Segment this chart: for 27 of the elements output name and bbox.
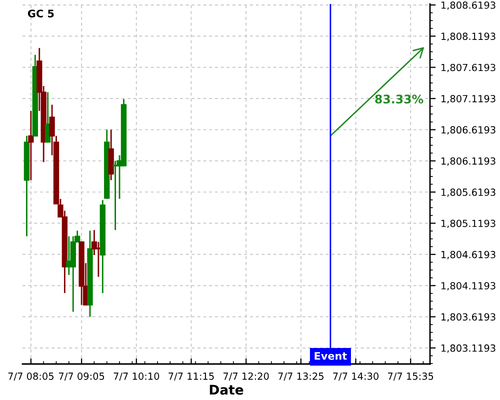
x-axis-title: Date bbox=[210, 384, 244, 395]
x-tick-label: 7/7 14:30 bbox=[333, 372, 378, 381]
y-tick-label: 1,808.1193 bbox=[441, 32, 496, 41]
x-tick-label: 7/7 12:20 bbox=[223, 372, 269, 381]
y-tick-label: 1,805.1193 bbox=[441, 220, 496, 228]
x-tick-label: 7/7 11:15 bbox=[168, 372, 214, 381]
y-tick-label: 1,808.6193 bbox=[441, 1, 496, 10]
y-tick-label: 1,803.1193 bbox=[441, 344, 496, 353]
annotation: 83.33% bbox=[375, 94, 424, 104]
candlestick bbox=[112, 160, 118, 231]
ref-line-label: Event bbox=[314, 352, 347, 360]
y-tick-label: 1,806.6193 bbox=[441, 126, 496, 135]
y-tick-label: 1,806.1193 bbox=[441, 157, 496, 166]
x-tick-label: 7/7 13:25 bbox=[278, 372, 324, 381]
y-tick-label: 1,807.1193 bbox=[441, 94, 496, 104]
chart-title: GC 5 bbox=[28, 10, 54, 18]
candlestick bbox=[96, 241, 102, 278]
y-tick-label: 1,805.6193 bbox=[441, 188, 496, 197]
y-tick-label: 1,807.6193 bbox=[441, 64, 496, 72]
y-tick-label: 1,804.6193 bbox=[441, 250, 496, 260]
x-tick-label: 7/7 10:10 bbox=[114, 372, 160, 381]
x-tick-label: 7/7 15:35 bbox=[388, 372, 434, 381]
candlestick bbox=[28, 110, 34, 181]
x-tick-label: 7/7 08:05 bbox=[8, 372, 54, 381]
y-tick-label: 1,804.1193 bbox=[441, 282, 496, 290]
y-tick-label: 1,803.6193 bbox=[441, 313, 496, 322]
x-tick-label: 7/7 09:05 bbox=[58, 372, 104, 381]
